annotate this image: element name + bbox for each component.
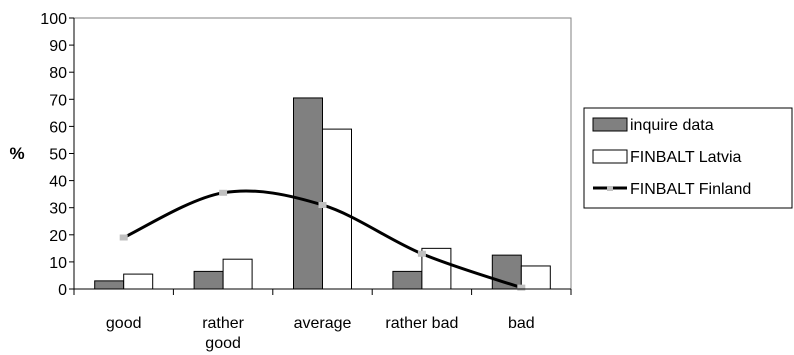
legend: inquire data FINBALT Latvia FINBALT Finl… xyxy=(583,107,793,209)
line-point xyxy=(417,250,426,257)
y-axis-label: % xyxy=(9,144,24,163)
axes: 0 10 20 30 40 50 60 70 80 90 100 good rather good aver… xyxy=(40,11,572,352)
line-series xyxy=(119,189,526,291)
x-tick-label: good xyxy=(106,315,142,332)
line-point xyxy=(318,201,327,208)
y-tick-label: 50 xyxy=(49,147,67,164)
bars xyxy=(94,97,551,290)
line-point xyxy=(119,234,128,241)
bar-inquire-data xyxy=(94,280,125,290)
y-tick-label: 100 xyxy=(40,11,67,28)
legend-swatch-latvia xyxy=(592,149,628,164)
legend-label-inquire: inquire data xyxy=(630,117,714,134)
bar-finbalt-latvia xyxy=(123,273,154,290)
bar-finbalt-latvia xyxy=(520,265,551,290)
y-tick-label: 80 xyxy=(49,65,67,82)
bar-inquire-data xyxy=(392,270,423,290)
legend-swatch-inquire xyxy=(592,117,628,132)
bar-finbalt-latvia xyxy=(222,258,253,290)
y-tick-label: 90 xyxy=(49,38,67,55)
y-tick-label: 0 xyxy=(58,282,67,299)
bar-inquire-data xyxy=(293,97,323,290)
x-tick-label: rather good xyxy=(202,315,244,352)
bar-inquire-data xyxy=(193,270,224,290)
y-tick-label: 40 xyxy=(49,174,67,191)
legend-label-latvia: FINBALT Latvia xyxy=(630,149,742,166)
x-tick-label: rather bad xyxy=(385,315,458,332)
y-tick-label: 70 xyxy=(49,92,67,109)
y-tick-label: 10 xyxy=(49,255,67,272)
y-tick-label: 20 xyxy=(49,228,67,245)
y-tick-label: 30 xyxy=(49,201,67,218)
x-tick-label: bad xyxy=(508,315,535,332)
y-tick-label: 60 xyxy=(49,119,67,136)
x-tick-label: average xyxy=(294,315,352,332)
legend-label-finland: FINBALT Finland xyxy=(630,181,751,198)
line-point xyxy=(517,284,526,291)
line-point xyxy=(219,189,228,196)
legend-marker-finland xyxy=(607,186,613,191)
